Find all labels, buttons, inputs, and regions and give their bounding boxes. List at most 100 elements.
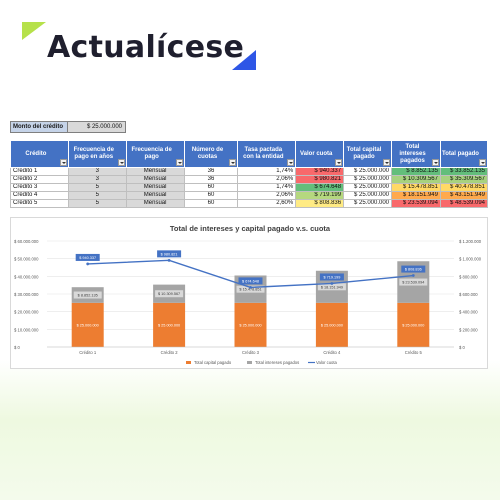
filter-dropdown-icon[interactable] [175,159,183,166]
table-cell[interactable]: Mensual [125,199,185,208]
table-cell[interactable]: 2,06% [237,191,297,200]
data-label-cuota: $ 674.648 [242,279,259,283]
column-header[interactable]: Frecuencia de pago en años [67,140,127,168]
table-cell[interactable]: 3 [67,175,127,184]
right-tick-label: $ 800.000 [459,274,478,279]
right-tick-label: $ 1.000.000 [459,257,482,262]
left-tick-label: $ 50.000.000 [14,257,39,262]
left-tick-label: $ 60.000.000 [14,239,39,244]
table-cell[interactable]: Crédito 4 [10,191,69,200]
table-cell[interactable]: $ 8.852.135 [391,167,441,176]
filter-dropdown-icon[interactable] [335,159,343,166]
column-header[interactable]: Total capital pagado [343,140,393,168]
table-cell[interactable]: 1,74% [237,167,297,176]
table-cell[interactable]: 2,06% [237,175,297,184]
table-cell[interactable]: 5 [67,183,127,192]
table-cell[interactable]: Mensual [125,167,185,176]
column-header[interactable]: Crédito [10,140,69,168]
table-cell[interactable]: Mensual [125,183,185,192]
table-cell[interactable]: Crédito 2 [10,175,69,184]
table-row: Crédito 3 5 Mensual 60 1,74% $ 674.648 $ 25.00… [10,183,489,192]
data-label-bg [399,278,428,286]
monto-value-cell[interactable]: $ 25.000.000 [68,121,126,133]
category-label: Crédito 5 [405,350,423,355]
column-header-label: Tasa pactada con la entidad [243,147,284,160]
column-header[interactable]: Total intereses pagados [391,140,441,168]
table-cell[interactable]: $ 18.151.949 [391,191,441,200]
table-cell[interactable]: 36 [183,167,239,176]
blue-triangle-icon [232,50,256,70]
table-cell[interactable]: $ 980.821 [295,175,345,184]
table-cell[interactable]: 60 [183,191,239,200]
table-cell[interactable]: Mensual [125,175,185,184]
column-header[interactable]: Frecuencia de pago [125,140,185,168]
data-label-bg [319,273,344,281]
table-cell[interactable]: $ 48.539.094 [439,199,489,208]
table-cell[interactable]: 36 [183,175,239,184]
table-cell[interactable]: Crédito 5 [10,199,69,208]
table-cell[interactable]: $ 25.000.000 [343,167,393,176]
table-cell[interactable]: $ 808.836 [295,199,345,208]
table-cell[interactable]: 3 [67,167,127,176]
data-label-capital: $ 25.000.000 [77,323,99,327]
data-label-bg [157,250,182,258]
right-tick-label: $ 400.000 [459,310,478,315]
chart-title: Total de intereses y capital pagado v.s.… [170,224,331,233]
left-tick-label: $ 0 [14,345,20,350]
column-header[interactable]: Valor cuota [295,140,345,168]
data-label-capital: $ 25.000.000 [402,323,424,327]
column-header-label: Total capital pagado [346,147,382,160]
filter-dropdown-icon[interactable] [383,159,391,166]
table-row: Crédito 5 5 Mensual 60 2,60% $ 808.836 $ 25.00… [10,199,489,208]
table-cell[interactable]: $ 35.309.567 [439,175,489,184]
table-cell[interactable]: Crédito 3 [10,183,69,192]
table-cell[interactable]: 60 [183,199,239,208]
legend-label: Total capital pagado [194,360,232,365]
filter-dropdown-icon[interactable] [431,159,439,166]
data-label-bg [155,320,184,328]
filter-dropdown-icon[interactable] [59,159,67,166]
table-cell[interactable]: $ 43.151.949 [439,191,489,200]
line-point [249,286,252,289]
column-header-label: Total intereses pagados [399,143,426,164]
data-label-bg [317,283,346,291]
table-cell[interactable]: 1,74% [237,183,297,192]
table-cell[interactable]: 60 [183,183,239,192]
table-cell[interactable]: $ 23.539.094 [391,199,441,208]
table-cell[interactable]: $ 719.199 [295,191,345,200]
credits-table: Crédito Frecuencia de pago en años Frecuen… [10,140,489,208]
table-cell[interactable]: $ 40.478.851 [439,183,489,192]
data-label-bg [401,265,426,273]
table-cell[interactable]: 5 [67,199,127,208]
table-cell[interactable]: $ 15.478.851 [391,183,441,192]
table-row: Crédito 4 5 Mensual 60 2,06% $ 719.199 $ 25.00… [10,191,489,200]
column-header[interactable]: Tasa pactada con la entidad [237,140,297,168]
data-label-bg [399,320,428,328]
table-row: Crédito 1 3 Mensual 36 1,74% $ 940.337 $ 25.00… [10,167,489,176]
data-label-bg [317,320,346,328]
table-cell[interactable]: $ 25.000.000 [343,183,393,192]
table-cell[interactable]: $ 940.337 [295,167,345,176]
table-cell[interactable]: $ 25.000.000 [343,199,393,208]
column-header[interactable]: Total pagado [439,140,489,168]
left-tick-label: $ 40.000.000 [14,274,39,279]
table-cell[interactable]: $ 10.309.567 [391,175,441,184]
table-cell[interactable]: Mensual [125,191,185,200]
table-cell[interactable]: $ 674.648 [295,183,345,192]
table-cell[interactable]: 5 [67,191,127,200]
header-row: Crédito Frecuencia de pago en años Frecuen… [10,140,489,168]
filter-dropdown-icon[interactable] [479,159,486,166]
data-label-bg [75,253,100,261]
data-label-intereses: $ 8.852.135 [78,294,98,298]
filter-dropdown-icon[interactable] [229,159,237,166]
filter-dropdown-icon[interactable] [287,159,295,166]
table-cell[interactable]: Crédito 1 [10,167,69,176]
table-cell[interactable]: $ 33.852.135 [439,167,489,176]
filter-dropdown-icon[interactable] [117,159,125,166]
table-cell[interactable]: $ 25.000.000 [343,175,393,184]
data-label-capital: $ 25.000.000 [321,323,343,327]
column-header[interactable]: Número de cuotas [183,140,239,168]
table-cell[interactable]: $ 25.000.000 [343,191,393,200]
table-cell[interactable]: 2,60% [237,199,297,208]
monto-label: Monto del crédito [10,121,68,133]
